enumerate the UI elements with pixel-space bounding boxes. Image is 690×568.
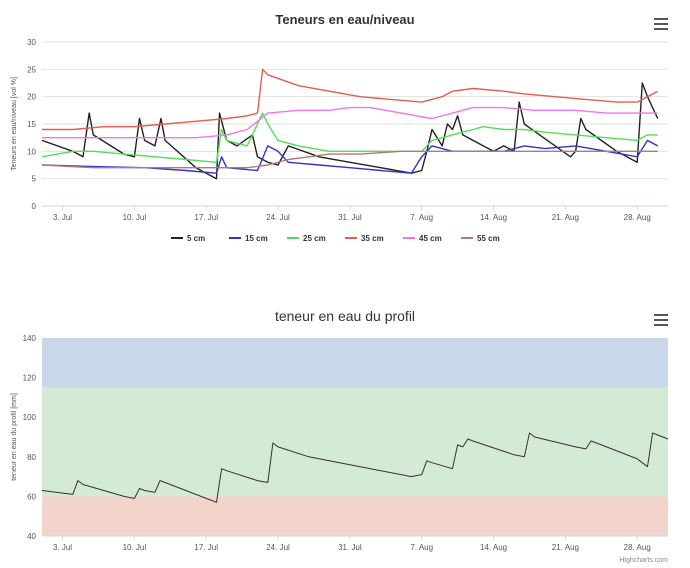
plot-band-2 [42,338,668,388]
y-tick-label: 80 [27,453,36,462]
x-tick-label: 17. Jul [194,213,218,222]
x-tick-label: 24. Jul [266,213,290,222]
y-tick-label: 15 [27,120,36,129]
chart-title: Teneurs en eau/niveau [275,12,415,27]
x-tick-label: 21. Aug [552,213,579,222]
series-line-2 [41,112,658,163]
chart-panel-2: teneur en eau du profil 40 60 80 100 120 140 3… [0,296,690,568]
legend-label: 15 cm [245,234,268,243]
y-tick-label: 100 [23,413,37,422]
legend-label: 35 cm [361,234,384,243]
y-tick-label: 20 [27,93,36,102]
x-tick-label: 7. Aug [410,213,433,222]
x-tick-label: 3. Jul [53,543,72,552]
x-tick-label: 28. Aug [624,213,651,222]
chart-panel-1: Teneurs en eau/niveau 0 5 10 15 20 25 30 3. Jul… [0,0,690,260]
plot-band-1 [42,387,668,497]
x-tick-label: 31. Jul [338,213,362,222]
x-tick-label: 7. Aug [410,543,433,552]
x-tick-label: 14. Aug [480,213,507,222]
menu-icon[interactable] [654,18,668,30]
x-tick-label: 28. Aug [624,543,651,552]
legend-label: 25 cm [303,234,326,243]
y-tick-label: 40 [27,532,36,541]
x-tick-label: 17. Jul [194,543,218,552]
y-tick-label: 120 [23,374,37,383]
legend-label: 45 cm [419,234,442,243]
y-tick-label: 0 [32,202,37,211]
y-tick-label: 5 [32,175,37,184]
y-tick-label: 10 [27,147,36,156]
x-tick-label: 3. Jul [53,213,72,222]
credits-label: Highcharts.com [619,557,668,564]
chart-1-svg: 0 5 10 15 20 25 30 3. Jul 10. Jul 17. Jul 24. Jul 3… [11,38,668,243]
plot-band-0 [42,496,668,536]
series-line-0 [41,432,669,503]
y-tick-label: 25 [27,65,36,74]
series-line-4 [42,106,658,139]
x-tick-label: 21. Aug [552,543,579,552]
menu-icon[interactable] [654,314,668,326]
y-axis-label: Teneurs en eau/niveau [vol %] [11,77,18,171]
x-tick-label: 10. Jul [123,213,147,222]
legend-label: 55 cm [477,234,500,243]
y-tick-label: 140 [23,334,37,343]
y-axis-label: teneur en eau du profil [mm] [11,393,18,481]
series-line-5 [41,150,658,169]
x-tick-label: 24. Jul [266,543,290,552]
x-tick-label: 14. Aug [480,543,507,552]
legend-label: 5 cm [187,234,205,243]
x-tick-label: 31. Jul [338,543,362,552]
y-tick-label: 60 [27,492,36,501]
y-tick-label: 30 [27,38,36,47]
series-line-3 [42,68,659,131]
x-tick-label: 10. Jul [123,543,147,552]
chart-title: teneur en eau du profil [274,308,416,324]
chart-2-svg: 40 60 80 100 120 140 3. Jul 10. Jul 17. Jul 24. J… [11,334,669,564]
